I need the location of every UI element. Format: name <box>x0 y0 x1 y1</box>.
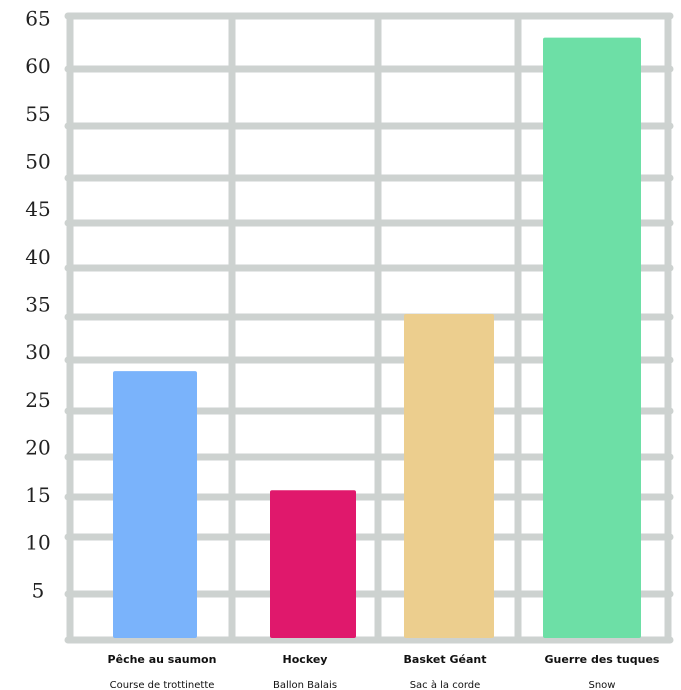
y-tick-label: 60 <box>25 54 50 78</box>
x-tick-label: Basket Géant <box>404 653 487 666</box>
y-tick-label: 25 <box>25 388 50 412</box>
y-tick-label: 20 <box>25 435 50 459</box>
bar <box>404 313 494 638</box>
x-tick-label-secondary: Course de trottinette <box>110 680 215 690</box>
y-tick-label: 40 <box>25 245 50 269</box>
x-axis-labels: Pêche au saumon Course de trottinette Hock… <box>108 653 660 690</box>
x-tick-label-secondary: Snow <box>589 680 616 690</box>
y-tick-label: 65 <box>25 7 50 31</box>
y-tick-label: 5 <box>32 578 45 602</box>
y-tick-label: 30 <box>25 340 50 364</box>
bar <box>113 371 197 638</box>
y-tick-label: 45 <box>25 197 50 221</box>
x-tick-label-secondary: Ballon Balais <box>273 680 337 690</box>
bars <box>113 37 641 639</box>
y-tick-label: 35 <box>25 292 50 316</box>
y-tick-label: 50 <box>25 150 50 174</box>
y-tick-label: 10 <box>25 531 50 555</box>
x-tick-label: Guerre des tuques <box>545 653 660 666</box>
x-tick-label: Hockey <box>283 653 328 666</box>
bar <box>270 490 356 638</box>
y-axis-ticks: 5 10 15 20 25 30 35 40 45 50 55 60 65 <box>25 7 50 603</box>
y-tick-label: 15 <box>25 483 50 507</box>
x-tick-label-secondary: Sac à la corde <box>410 679 481 690</box>
bar <box>543 37 641 639</box>
y-tick-label: 55 <box>25 102 50 126</box>
x-tick-label: Pêche au saumon <box>108 653 217 666</box>
